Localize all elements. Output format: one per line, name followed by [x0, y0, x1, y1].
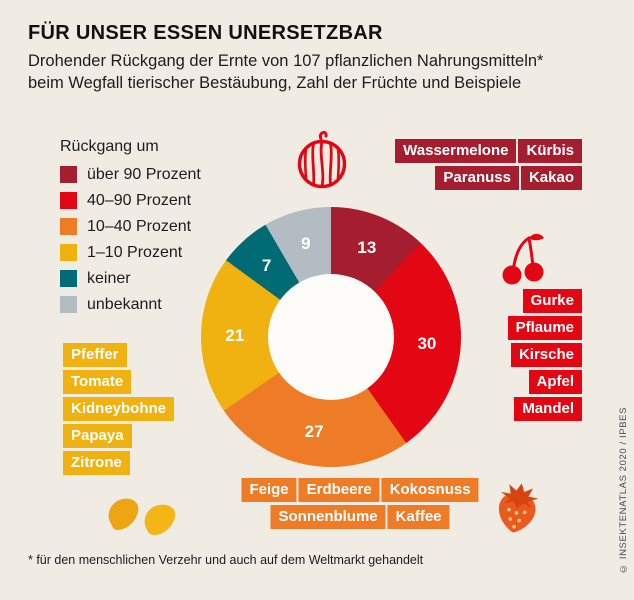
legend-item: 10–40 Prozent [60, 218, 201, 235]
food-chip-pfeffer: Pfeffer [63, 343, 127, 367]
legend-item: 1–10 Prozent [60, 244, 201, 261]
legend-item: unbekannt [60, 296, 201, 313]
donut-segment-value: 27 [304, 421, 324, 441]
food-chip-kokosnuss: Kokosnuss [381, 478, 479, 502]
food-chip-kakao: Kakao [520, 166, 582, 190]
chip-row: Wassermelone Kürbis [395, 139, 582, 163]
beans-icon [103, 486, 187, 542]
food-chip-erdbeere: Erdbeere [298, 478, 380, 502]
donut-segment-value: 30 [417, 334, 437, 354]
strawberry-icon [487, 476, 547, 538]
examples-40-90: Gurke Pflaume Kirsche Apfel Mandel [507, 289, 582, 421]
food-chip-kirsche: Kirsche [510, 343, 582, 367]
food-chip-kuerbis: Kürbis [518, 139, 582, 163]
legend-label: 1–10 Prozent [87, 243, 183, 261]
chip-row: Sonnenblume Kaffee [270, 505, 450, 529]
donut-segment-value: 7 [261, 255, 272, 275]
subtitle-line-1: Drohender Rückgang der Ernte von 107 pfl… [28, 52, 544, 70]
legend-title: Rückgang um [60, 138, 159, 155]
examples-1-10: Pfeffer Tomate Kidneybohne Papaya Zitron… [63, 343, 175, 475]
chip-row: Feige Erdbeere Kokosnuss [241, 478, 479, 502]
food-chip-mandel: Mandel [514, 397, 582, 421]
watermelon-icon [291, 126, 353, 190]
donut-segment-value: 21 [225, 325, 245, 345]
legend-label: über 90 Prozent [87, 165, 201, 183]
legend: Rückgang um über 90 Prozent 40–90 Prozen… [60, 138, 201, 322]
food-chip-papaya: Papaya [63, 424, 132, 448]
food-chip-feige: Feige [241, 478, 297, 502]
legend-swatch-unbekannt [60, 296, 77, 313]
legend-label: 40–90 Prozent [87, 191, 192, 209]
food-chip-kidneybohne: Kidneybohne [63, 397, 175, 421]
donut-hole [268, 274, 394, 400]
legend-item: über 90 Prozent [60, 166, 201, 183]
food-chip-sonnenblume: Sonnenblume [270, 505, 386, 529]
subtitle-line-2: beim Wegfall tierischer Bestäubung, Zahl… [28, 74, 522, 92]
food-chip-pflaume: Pflaume [507, 316, 582, 340]
food-chip-apfel: Apfel [528, 370, 582, 394]
legend-item: 40–90 Prozent [60, 192, 201, 209]
food-chip-zitrone: Zitrone [63, 451, 130, 475]
legend-label: keiner [87, 269, 131, 287]
legend-swatch-1-10 [60, 244, 77, 261]
food-chip-wassermelone: Wassermelone [395, 139, 517, 163]
food-chip-gurke: Gurke [522, 289, 582, 313]
footnote: * für den menschlichen Verzehr und auch … [28, 553, 424, 567]
page-title: FÜR UNSER ESSEN UNERSETZBAR [28, 22, 383, 44]
legend-label: 10–40 Prozent [87, 217, 192, 235]
donut-segment-value: 13 [357, 237, 377, 257]
food-chip-kaffee: Kaffee [387, 505, 450, 529]
chip-row: Paranuss Kakao [435, 166, 582, 190]
credit-line: © INSEKTENATLAS 2020 / IPBES [618, 406, 629, 574]
legend-item: keiner [60, 270, 201, 287]
legend-swatch-keiner [60, 270, 77, 287]
legend-label: unbekannt [87, 295, 162, 313]
food-chip-paranuss: Paranuss [435, 166, 519, 190]
cherries-icon [492, 230, 550, 290]
page-subtitle: Drohender Rückgang der Ernte von 107 pfl… [28, 50, 543, 94]
legend-swatch-over90 [60, 166, 77, 183]
legend-swatch-40-90 [60, 192, 77, 209]
donut-chart-wrap: 13 30 27 21 7 9 [201, 207, 461, 467]
donut-value-labels: 13 30 27 21 7 9 [201, 207, 461, 467]
food-chip-tomate: Tomate [63, 370, 132, 394]
examples-10-40: Feige Erdbeere Kokosnuss Sonnenblume Kaf… [241, 478, 479, 529]
legend-swatch-10-40 [60, 218, 77, 235]
examples-over-90: Wassermelone Kürbis Paranuss Kakao [395, 139, 582, 190]
donut-segment-value: 9 [301, 234, 311, 254]
